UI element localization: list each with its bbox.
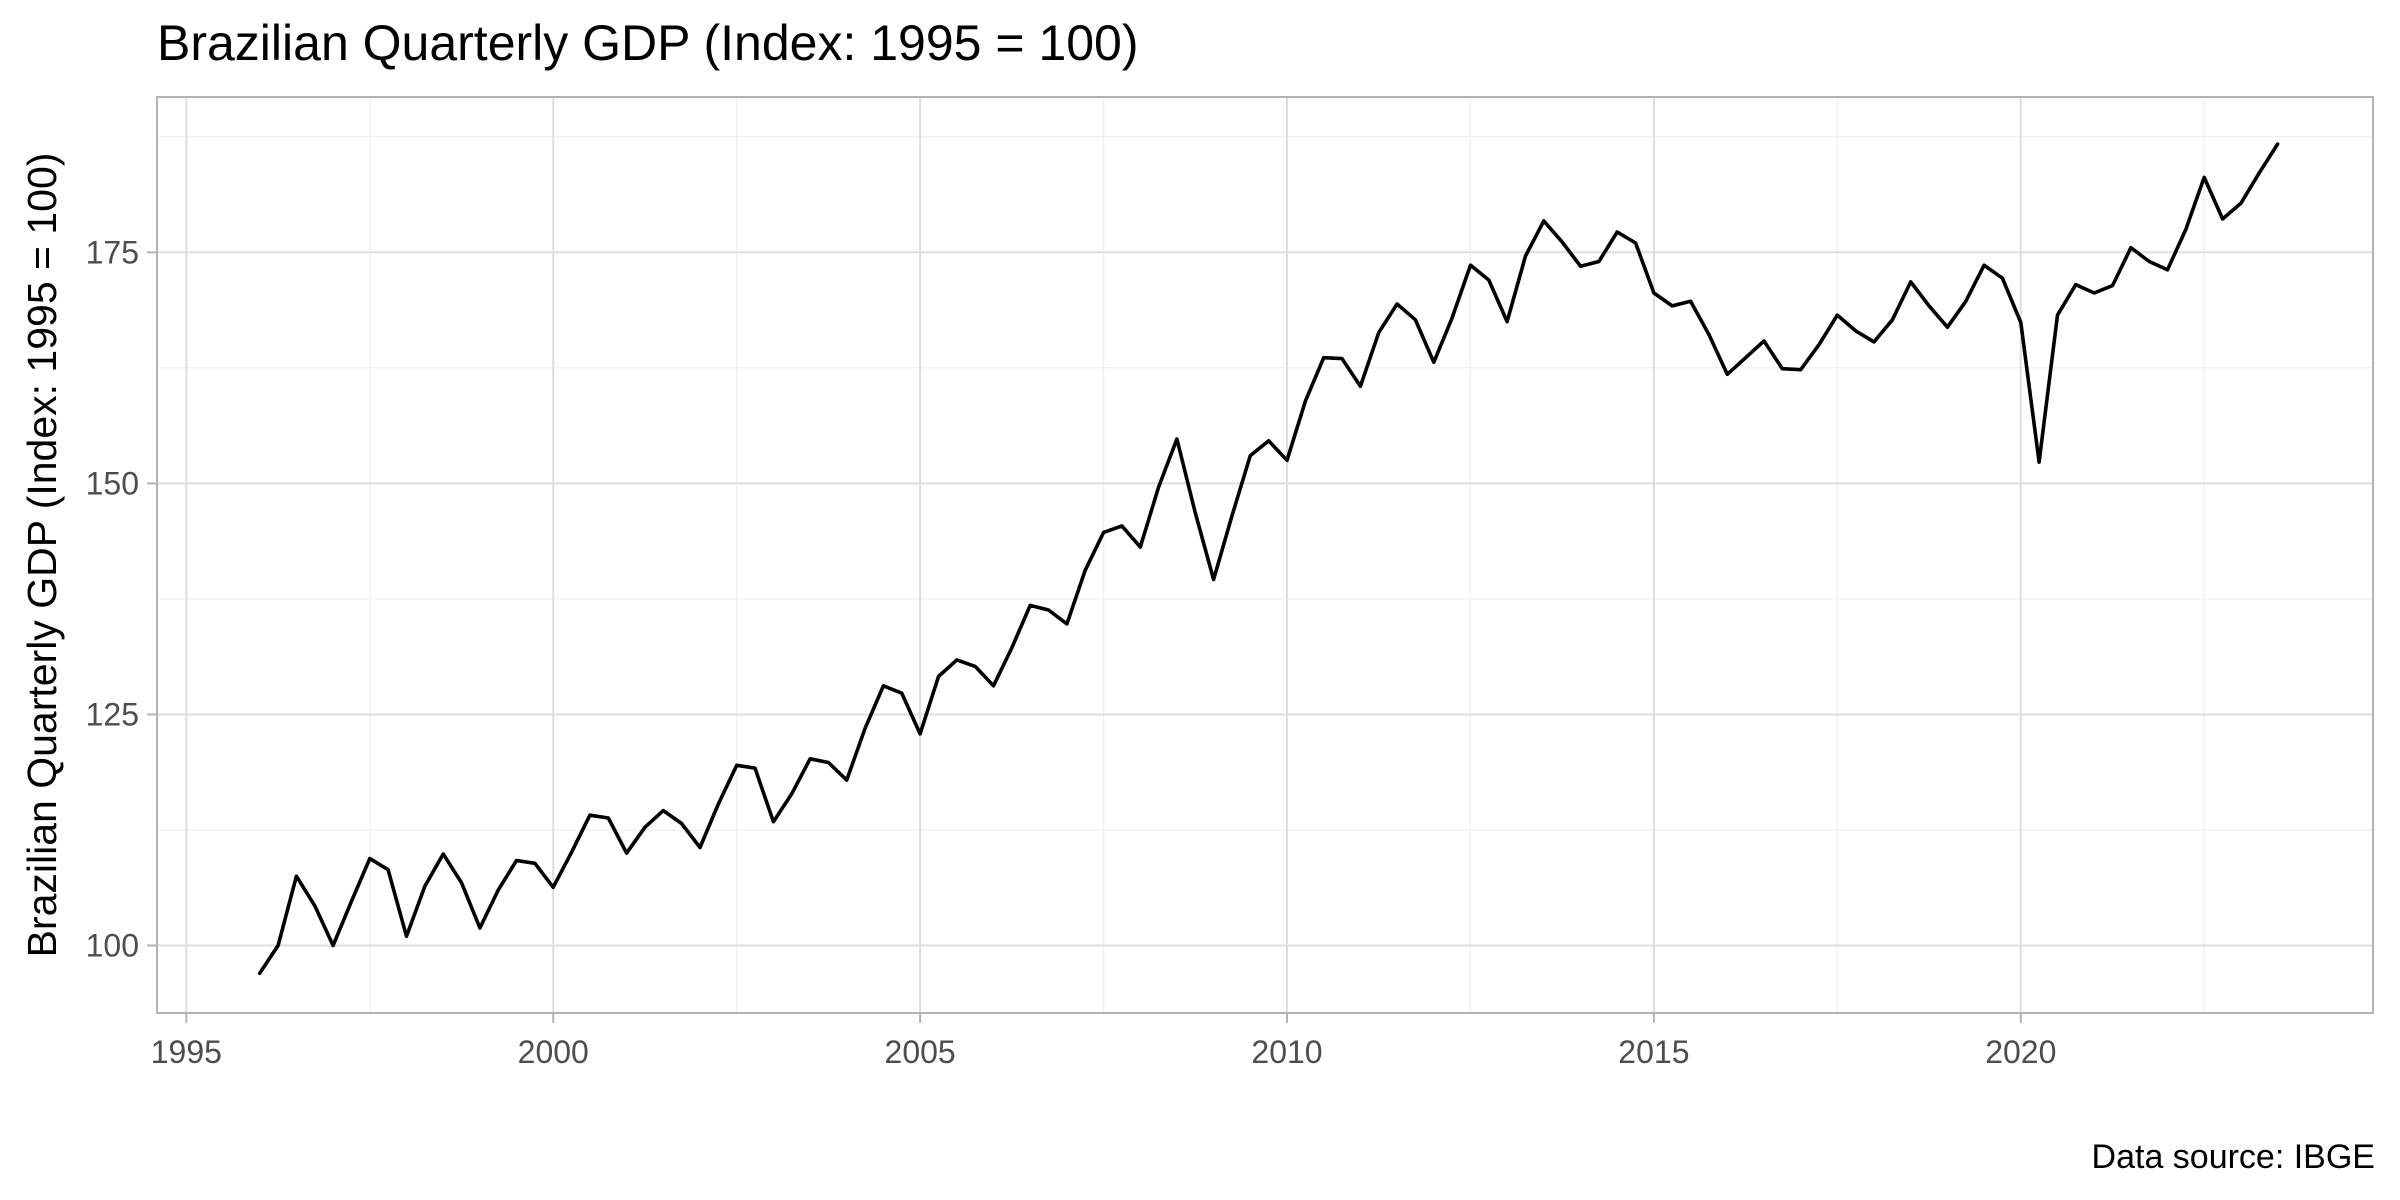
x-tick-label: 1995 bbox=[151, 1034, 222, 1070]
plot-panel-border bbox=[156, 96, 2374, 1014]
y-axis: 100 125 150 175 bbox=[86, 234, 157, 964]
x-tick-label: 2005 bbox=[885, 1034, 956, 1070]
x-tick-label: 2010 bbox=[1251, 1034, 1322, 1070]
x-axis: 1995 2000 2005 2010 2015 2020 bbox=[151, 1013, 2056, 1070]
chart-title: Brazilian Quarterly GDP (Index: 1995 = 1… bbox=[157, 15, 1139, 71]
y-tick-label: 150 bbox=[86, 465, 139, 501]
data-series bbox=[257, 142, 2280, 976]
y-tick-label: 125 bbox=[86, 696, 139, 732]
y-axis-title: Brazilian Quarterly GDP (Index: 1995 = 1… bbox=[19, 153, 65, 958]
x-tick-label: 2015 bbox=[1618, 1034, 1689, 1070]
chart-caption: Data source: IBGE bbox=[2092, 1138, 2375, 1176]
y-tick-label: 175 bbox=[86, 234, 139, 270]
x-tick-label: 2020 bbox=[1985, 1034, 2056, 1070]
x-tick-label: 2000 bbox=[518, 1034, 589, 1070]
y-tick-label: 100 bbox=[86, 928, 139, 964]
gdp-series-line bbox=[257, 142, 2280, 976]
gridlines bbox=[157, 97, 2373, 1013]
